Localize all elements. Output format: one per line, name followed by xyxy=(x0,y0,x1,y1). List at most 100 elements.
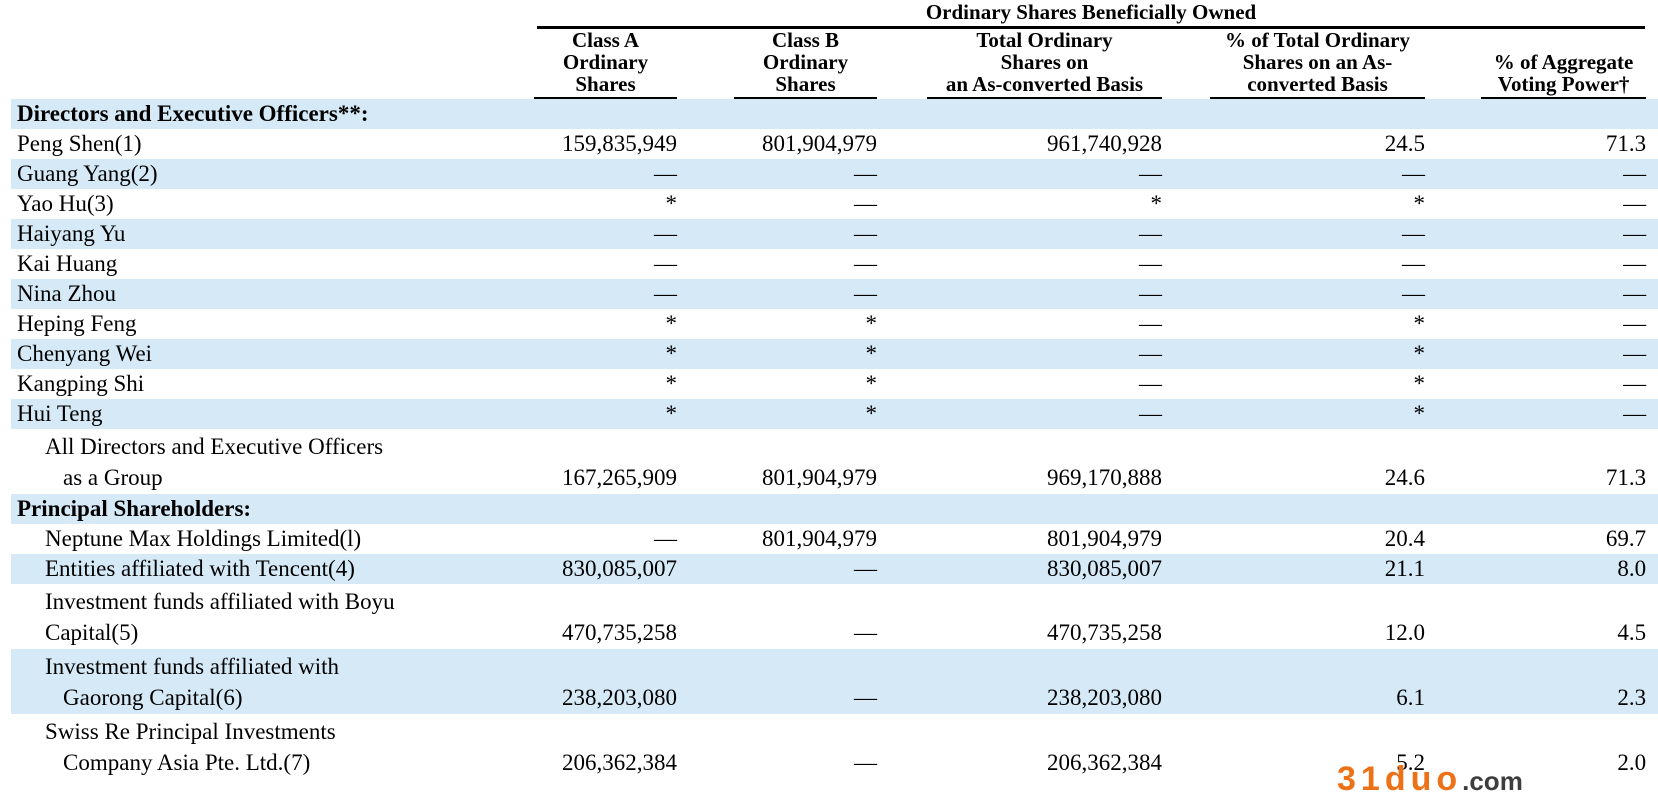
value-pct-total: 20.4 xyxy=(1384,526,1425,551)
header-line: Class A xyxy=(571,29,640,52)
col-header-pct-total: % of Total Ordinary Shares on an As-conve… xyxy=(1165,29,1430,99)
value-pct-voting: — xyxy=(1430,159,1658,189)
shareholder-name: Entities affiliated with Tencent(4) xyxy=(11,554,510,584)
value-total: — xyxy=(1139,251,1162,276)
value-pct-total: 12.0 xyxy=(1384,620,1425,645)
value-class-b: — xyxy=(680,554,880,584)
row-left-margin xyxy=(0,249,11,279)
ownership-table: Ordinary Shares Beneficially Owned Class… xyxy=(0,0,1658,779)
header-line: converted Basis xyxy=(1247,72,1388,96)
value-class-a: 830,085,007 xyxy=(510,554,680,584)
watermark-suffix: .com xyxy=(1462,766,1523,796)
value-total: — xyxy=(880,159,1165,189)
value-class-a: * xyxy=(665,191,678,216)
value-pct-voting: 2.0 xyxy=(1617,750,1647,775)
value-class-b: — xyxy=(680,219,880,249)
value-total xyxy=(880,99,1165,129)
value-total: — xyxy=(880,219,1165,249)
table-row: Kangping Shi * * — * — xyxy=(0,369,1658,399)
value-pct-total: * xyxy=(1165,399,1430,429)
value-pct-total: * xyxy=(1165,339,1430,369)
value-total: — xyxy=(880,279,1165,309)
value-class-a: 470,735,258 xyxy=(562,620,677,645)
table-row: Swiss Re Principal Investments Company A… xyxy=(0,714,1658,779)
shareholder-name: Yao Hu(3) xyxy=(17,191,114,216)
watermark: 31duo.com xyxy=(1337,760,1523,799)
row-left-margin xyxy=(0,369,11,399)
value-class-a xyxy=(510,99,680,129)
table-row: Hui Teng * * — * — xyxy=(0,399,1658,429)
shareholder-name: Kai Huang xyxy=(17,251,118,276)
row-left-margin xyxy=(0,29,11,99)
value-class-b: — xyxy=(854,620,877,645)
value-pct-voting: — xyxy=(1623,371,1647,396)
value-class-a: * xyxy=(510,339,680,369)
row-left-margin xyxy=(0,494,11,524)
value-class-a: 206,362,384 xyxy=(562,750,677,775)
header-line: Class B xyxy=(771,29,840,52)
value-pct-total: 6.1 xyxy=(1165,649,1430,714)
table-row: Neptune Max Holdings Limited(l) — 801,90… xyxy=(0,524,1658,554)
value-class-b: * xyxy=(865,311,878,336)
table-row-group-total: All Directors and Executive Officers as … xyxy=(0,429,1658,494)
value-total: 470,735,258 xyxy=(1047,620,1162,645)
value-class-a: 238,203,080 xyxy=(510,649,680,714)
value-pct-total: — xyxy=(1165,159,1430,189)
value-pct-voting: — xyxy=(1430,399,1658,429)
name-line: Gaorong Capital(6) xyxy=(63,685,243,710)
value-class-b: * xyxy=(680,399,880,429)
row-left-margin xyxy=(0,99,11,129)
value-pct-voting: — xyxy=(1430,219,1658,249)
name-column-header xyxy=(11,29,510,99)
shareholder-name: Peng Shen(1) xyxy=(17,131,142,156)
value-class-a: — xyxy=(510,159,680,189)
table-row: Nina Zhou — — — — — xyxy=(0,279,1658,309)
table-row: Entities affiliated with Tencent(4) 830,… xyxy=(0,554,1658,584)
table-row: Yao Hu(3) * — * * — xyxy=(0,189,1658,219)
table-row: Investment funds affiliated with Gaorong… xyxy=(0,649,1658,714)
value-pct-total xyxy=(1165,99,1430,129)
table-row: Peng Shen(1) 159,835,949 801,904,979 961… xyxy=(0,129,1658,159)
value-total: — xyxy=(1139,371,1162,396)
shareholder-name: Guang Yang(2) xyxy=(11,159,510,189)
name-line: All Directors and Executive Officers xyxy=(45,434,384,459)
value-pct-voting: — xyxy=(1430,279,1658,309)
value-class-a: — xyxy=(510,279,680,309)
row-left-margin xyxy=(0,339,11,369)
shareholder-name: Kangping Shi xyxy=(17,371,145,396)
header-line: Total Ordinary xyxy=(976,29,1113,52)
value-class-b: — xyxy=(680,649,880,714)
shareholder-name: Haiyang Yu xyxy=(11,219,510,249)
value-class-b: * xyxy=(865,371,878,396)
value-pct-voting xyxy=(1430,494,1658,524)
value-total: 969,170,888 xyxy=(1047,465,1162,490)
shareholder-name: Nina Zhou xyxy=(11,279,510,309)
value-pct-voting: 8.0 xyxy=(1430,554,1658,584)
value-total: * xyxy=(1150,191,1163,216)
section-heading: Directors and Executive Officers**: xyxy=(11,99,510,129)
header-line: % of Total Ordinary xyxy=(1225,29,1410,52)
value-total: — xyxy=(880,339,1165,369)
row-left-margin xyxy=(0,714,11,779)
value-pct-voting: 2.3 xyxy=(1430,649,1658,714)
value-class-b: * xyxy=(680,339,880,369)
value-class-a: — xyxy=(654,251,677,276)
table-title-row: Ordinary Shares Beneficially Owned xyxy=(0,0,1658,29)
header-line: an As-converted Basis xyxy=(945,72,1144,96)
row-left-margin xyxy=(0,399,11,429)
header-line: Shares on xyxy=(1000,50,1089,74)
row-left-margin xyxy=(0,649,11,714)
section-row-directors: Directors and Executive Officers**: xyxy=(0,99,1658,129)
value-total: 830,085,007 xyxy=(880,554,1165,584)
value-class-a: — xyxy=(510,219,680,249)
value-total: 801,904,979 xyxy=(1047,526,1162,551)
value-pct-voting xyxy=(1430,99,1658,129)
value-pct-voting: — xyxy=(1623,251,1647,276)
value-class-a xyxy=(510,494,680,524)
section-row-principal: Principal Shareholders: xyxy=(0,494,1658,524)
shareholder-name: Investment funds affiliated with Boyu Ca… xyxy=(11,584,510,649)
name-line: Investment funds affiliated with Boyu xyxy=(45,589,395,614)
value-pct-total: * xyxy=(1413,371,1426,396)
value-class-b: — xyxy=(680,279,880,309)
value-pct-voting: 69.7 xyxy=(1605,526,1647,551)
